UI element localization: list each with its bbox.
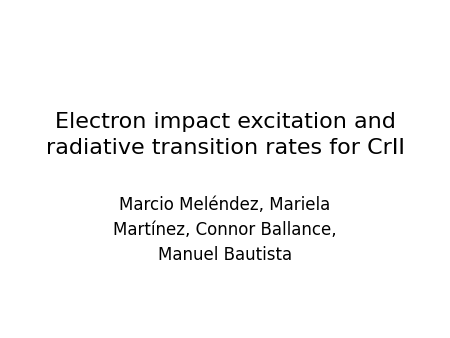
Text: Marcio Meléndez, Mariela
Martínez, Connor Ballance,
Manuel Bautista: Marcio Meléndez, Mariela Martínez, Conno… bbox=[113, 196, 337, 264]
Text: Electron impact excitation and
radiative transition rates for CrII: Electron impact excitation and radiative… bbox=[45, 112, 405, 159]
